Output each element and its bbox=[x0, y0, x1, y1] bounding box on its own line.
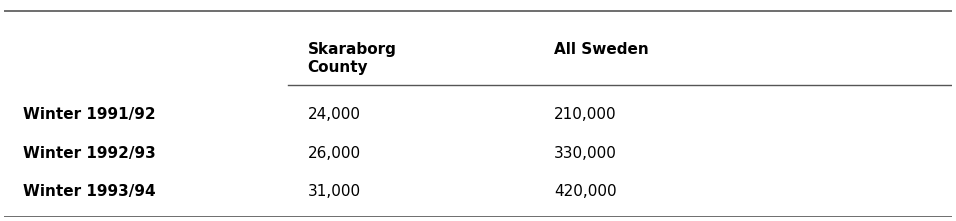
Text: 420,000: 420,000 bbox=[554, 184, 617, 199]
Text: Skaraborg
County: Skaraborg County bbox=[308, 42, 397, 75]
Text: Winter 1992/93: Winter 1992/93 bbox=[23, 146, 156, 160]
Text: 330,000: 330,000 bbox=[554, 146, 617, 160]
Text: 31,000: 31,000 bbox=[308, 184, 360, 199]
Text: 24,000: 24,000 bbox=[308, 107, 360, 122]
Text: 210,000: 210,000 bbox=[554, 107, 617, 122]
Text: Winter 1993/94: Winter 1993/94 bbox=[23, 184, 156, 199]
Text: 26,000: 26,000 bbox=[308, 146, 360, 160]
Text: Winter 1991/92: Winter 1991/92 bbox=[23, 107, 156, 122]
Text: All Sweden: All Sweden bbox=[554, 42, 648, 57]
